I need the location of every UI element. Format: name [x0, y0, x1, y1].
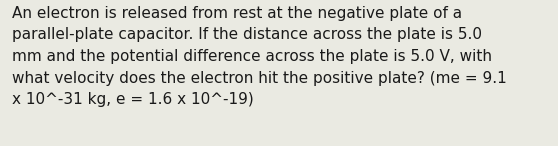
Text: An electron is released from rest at the negative plate of a
parallel-plate capa: An electron is released from rest at the…: [12, 6, 507, 107]
